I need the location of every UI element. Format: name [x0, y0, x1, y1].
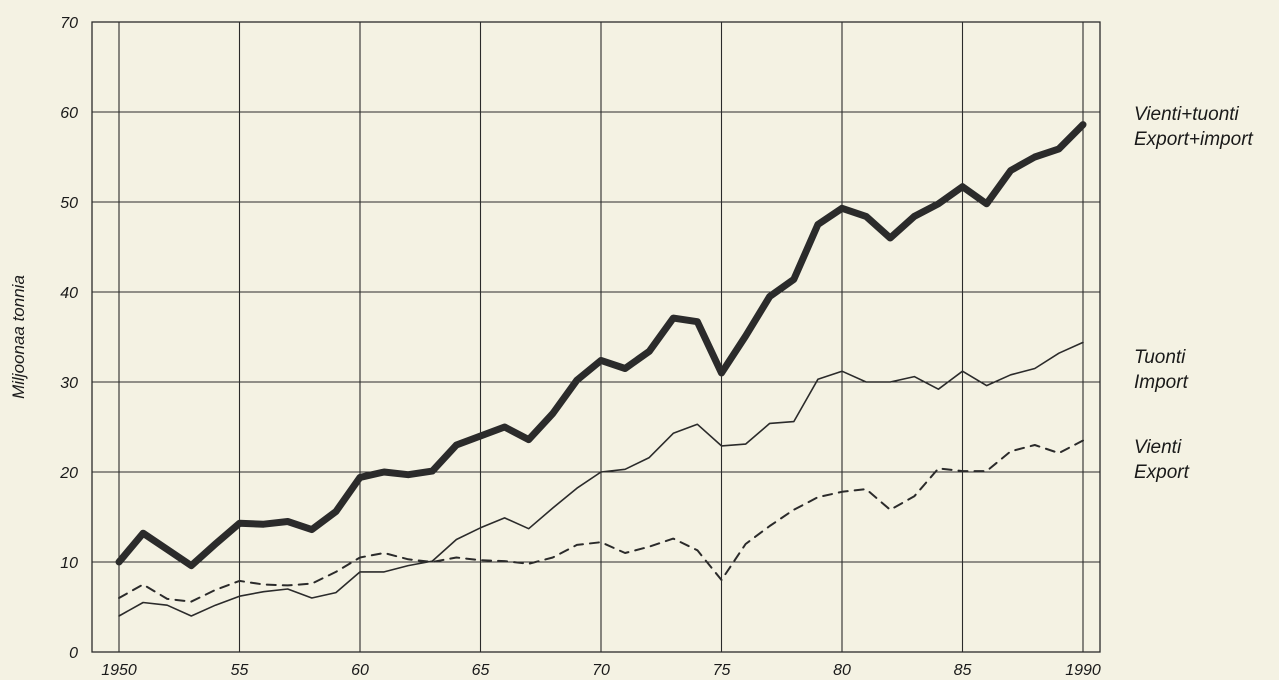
- series-labels: Vienti+tuonti Export+import Tuonti Import Vi…: [1134, 104, 1254, 483]
- y-tick-label: 50: [60, 195, 78, 212]
- y-tick-label: 10: [60, 555, 78, 572]
- x-tick-label: 65: [472, 662, 490, 679]
- y-axis-title: Miljoonaa tonnia: [9, 275, 28, 399]
- y-tick-label: 40: [60, 285, 78, 302]
- x-tick-label: 55: [231, 662, 249, 679]
- tick-labels: 1950 55 60 65 70 75 80 85 1990 0 10 20 30 40 50 60 70: [59, 15, 1101, 679]
- series-label-dashed: Vienti: [1134, 437, 1182, 458]
- series-label-thick: Export+import: [1134, 129, 1254, 150]
- series-label-thin: Tuonti: [1134, 347, 1186, 368]
- x-tick-label: 80: [833, 662, 851, 679]
- plot-frame: [91, 21, 1101, 653]
- gridlines: [92, 22, 1100, 652]
- y-tick-label: 30: [60, 375, 78, 392]
- series-lines: [115, 121, 1087, 617]
- series-label-dashed: Export: [1134, 462, 1190, 483]
- y-tick-label: 70: [60, 15, 78, 32]
- y-tick-label: 0: [69, 645, 78, 662]
- x-tick-label: 75: [713, 662, 731, 679]
- series-line-thin: [118, 341, 1084, 617]
- x-tick-label: 1950: [101, 662, 137, 679]
- y-tick-label: 20: [59, 465, 78, 482]
- series-line-thick: [115, 121, 1087, 570]
- series-label-thick: Vienti+tuonti: [1134, 104, 1240, 125]
- series-label-thin: Import: [1134, 372, 1189, 393]
- x-tick-label: 60: [351, 662, 369, 679]
- x-tick-label: 70: [592, 662, 610, 679]
- x-tick-label: 85: [954, 662, 972, 679]
- series-line-dashed: [118, 439, 1084, 603]
- x-tick-label: 1990: [1065, 662, 1101, 679]
- y-tick-label: 60: [60, 105, 78, 122]
